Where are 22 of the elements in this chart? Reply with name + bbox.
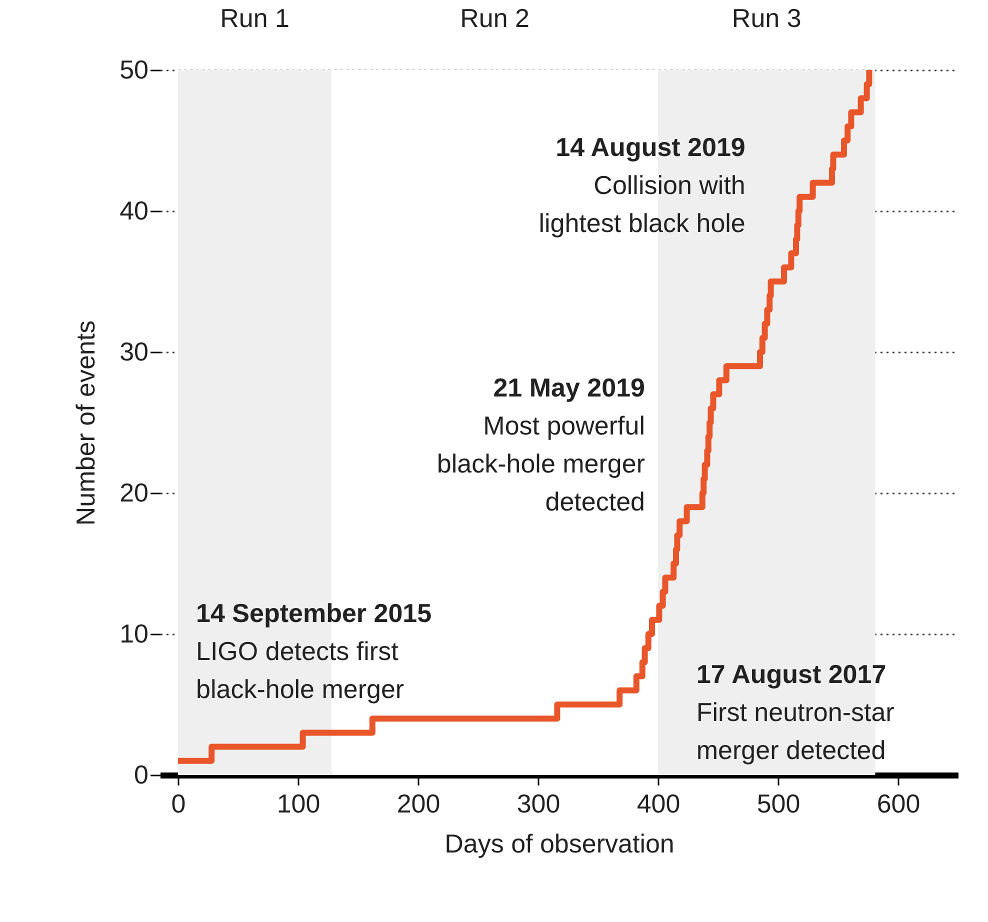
band-label: Run 2 (460, 3, 530, 33)
x-tick-label: 500 (756, 788, 800, 818)
band-label: Run 1 (220, 3, 290, 33)
y-tick-label: 40 (120, 196, 148, 226)
annotation: 14 September 2015 LIGO detects first black-hole merger (196, 598, 432, 704)
x-tick-label: 600 (876, 788, 920, 818)
x-tick-label: 200 (396, 788, 440, 818)
y-axis-title: Number of events (70, 320, 101, 526)
y-tick-label: 0 (134, 760, 148, 790)
band-label: Run 3 (732, 3, 802, 33)
x-tick-label: 400 (636, 788, 680, 818)
y-tick-label: 50 (120, 54, 148, 84)
x-axis-title: Days of observation (444, 828, 674, 858)
annotation: 17 August 2017 First neutron-star merger detected (696, 659, 895, 766)
y-tick-label: 10 (120, 618, 148, 648)
annotation: 14 August 2019 Collision with lightest black hole (538, 132, 746, 238)
x-tick-label: 0 (171, 788, 186, 818)
annotation: 21 May 2019 Most powerful black-hole merger detected (436, 372, 646, 516)
x-tick-label: 300 (516, 788, 560, 818)
y-tick-label: 20 (120, 478, 148, 508)
x-tick-label: 100 (276, 788, 320, 818)
y-tick-label: 30 (120, 336, 148, 366)
